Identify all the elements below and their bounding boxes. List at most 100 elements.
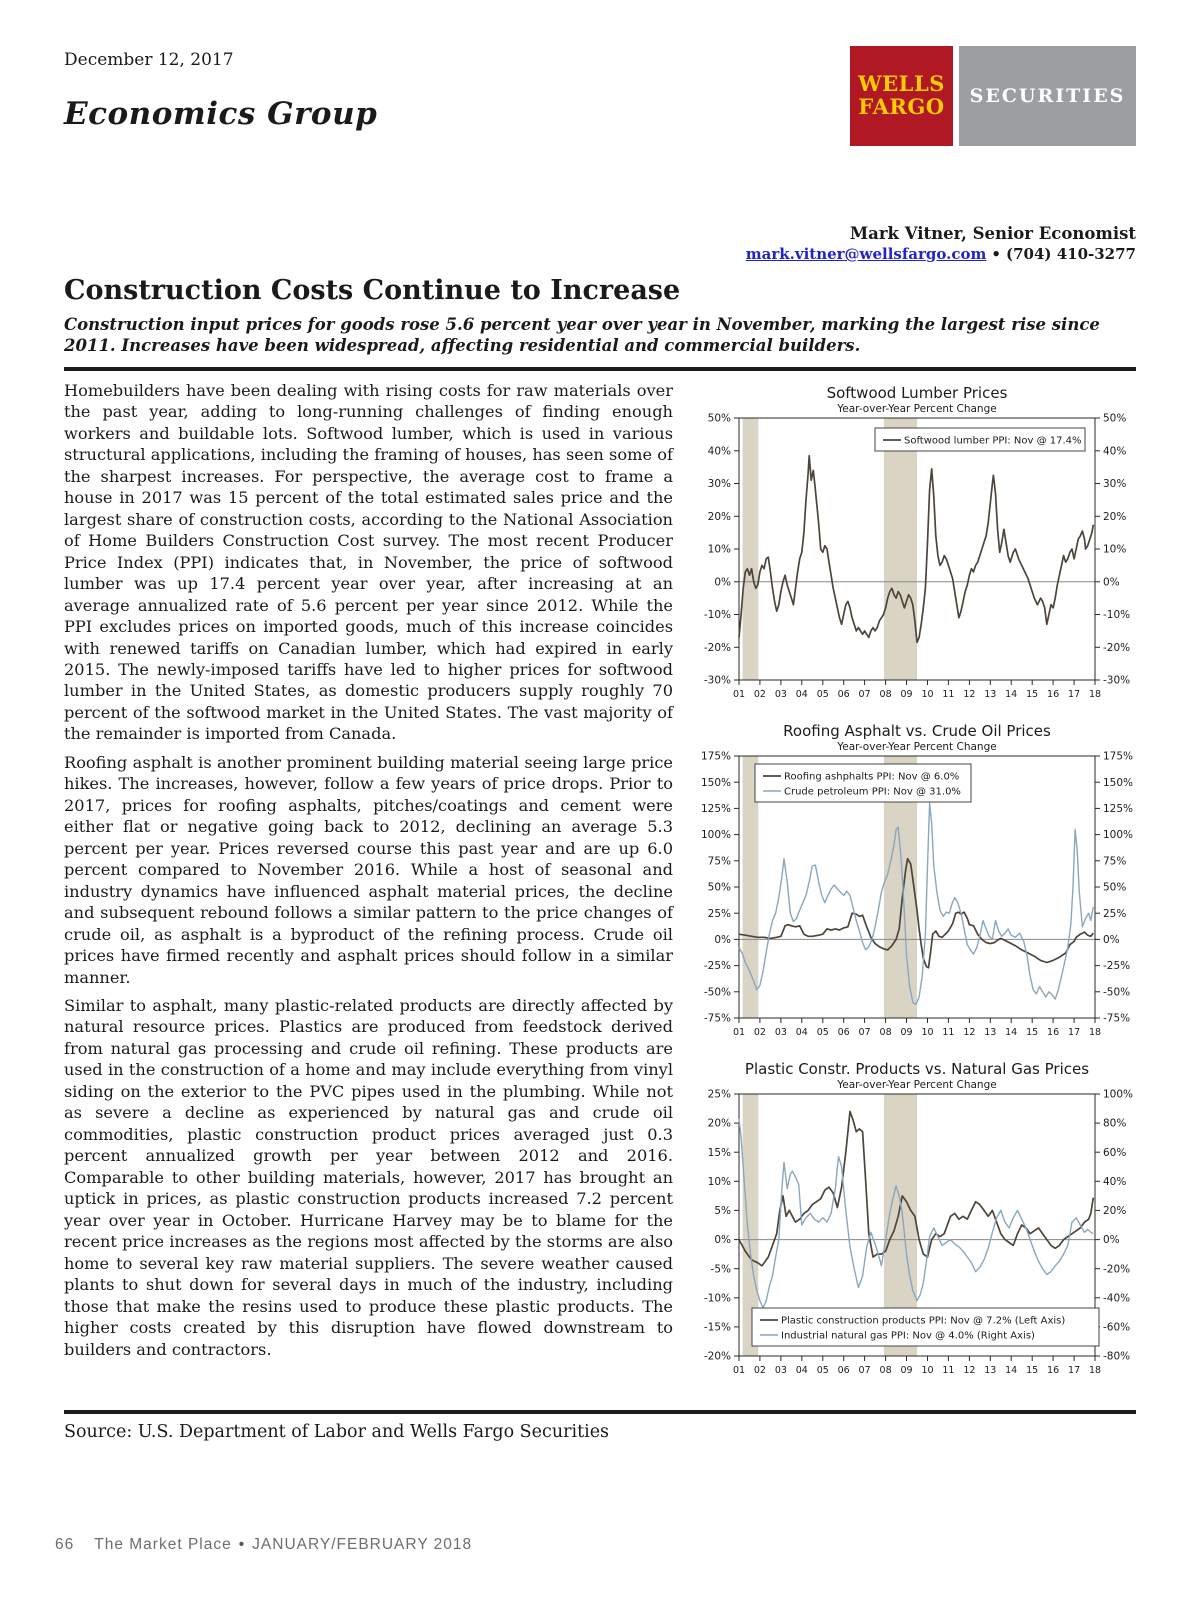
x-axis-label: 06 xyxy=(838,1365,850,1376)
x-axis-label: 09 xyxy=(900,1365,912,1376)
x-axis-label: 04 xyxy=(796,689,808,700)
header-left: December 12, 2017 Economics Group xyxy=(64,46,377,132)
left-axis-label: -30% xyxy=(704,674,731,686)
left-axis-label: 10% xyxy=(708,1176,731,1188)
x-axis-label: 13 xyxy=(984,689,996,700)
chart-title: Softwood Lumber Prices xyxy=(827,384,1008,402)
left-axis-label: 50% xyxy=(708,881,731,893)
right-axis-label: 40% xyxy=(1103,1176,1126,1188)
recession-band xyxy=(742,417,759,680)
x-axis-label: 09 xyxy=(900,689,912,700)
right-axis-label: 0% xyxy=(1103,576,1120,588)
x-axis-label: 17 xyxy=(1068,1365,1080,1376)
logo-wells-text: WELLS xyxy=(858,71,945,97)
plot-frame xyxy=(738,417,1096,681)
issue-label: JANUARY/FEBRUARY 2018 xyxy=(252,1536,473,1553)
left-axis-label: 0% xyxy=(714,1234,731,1246)
legend-label: Industrial natural gas PPI: Nov @ 4.0% (… xyxy=(781,1330,1035,1341)
x-axis-label: 14 xyxy=(1005,1365,1017,1376)
plot-frame xyxy=(738,1093,1096,1357)
right-axis-label: 20% xyxy=(1103,1205,1126,1217)
right-axis-label: -20% xyxy=(1103,1263,1130,1275)
left-axis-label: 15% xyxy=(708,1147,731,1159)
left-axis-label: 50% xyxy=(708,412,731,424)
roofing-asphalt-crude-oil-chart-svg: Roofing Asphalt vs. Crude Oil PricesYear… xyxy=(701,722,1133,1038)
page-number: 66 xyxy=(55,1536,75,1553)
paragraph-softwood-lumber: Homebuilders have been dealing with risi… xyxy=(64,380,673,744)
email-link[interactable]: mark.vitner@wellsfargo.com xyxy=(745,245,987,263)
right-axis-label: -25% xyxy=(1103,960,1130,972)
x-axis-label: 15 xyxy=(1026,1365,1038,1376)
x-axis-label: 03 xyxy=(775,1365,787,1376)
right-axis-label: 80% xyxy=(1103,1118,1126,1130)
x-axis-label: 12 xyxy=(963,689,975,700)
x-axis-label: 07 xyxy=(859,689,871,700)
x-axis-label: 11 xyxy=(942,689,954,700)
legend-label: Plastic construction products PPI: Nov @… xyxy=(781,1315,1065,1326)
chart-subtitle: Year-over-Year Percent Change xyxy=(836,741,996,753)
left-axis-label: -25% xyxy=(704,960,731,972)
x-axis-label: 05 xyxy=(817,1365,829,1376)
left-axis-label: 100% xyxy=(701,829,731,841)
charts-column: Softwood Lumber Prices Year-over-Year Per… xyxy=(689,380,1136,1398)
economist-name: Mark Vitner, Senior Economist xyxy=(849,224,1136,243)
logo-fargo-text: FARGO xyxy=(858,94,945,119)
left-axis-label: -20% xyxy=(704,1350,731,1362)
x-axis-label: 08 xyxy=(880,1365,892,1376)
left-axis-label: 40% xyxy=(708,445,731,457)
left-axis-label: 25% xyxy=(708,908,731,920)
economist-contact: mark.vitner@wellsfargo.com • (704) 410-327… xyxy=(64,245,1136,263)
article-text-column: Homebuilders have been dealing with risi… xyxy=(64,380,673,1398)
left-axis-label: 30% xyxy=(708,478,731,490)
recession-band xyxy=(742,1093,759,1356)
securities-logo-box: SECURITIES xyxy=(959,46,1136,146)
byline: Mark Vitner, Senior Economist mark.vitne… xyxy=(64,224,1136,263)
series-roofing-ashphalts-ppi xyxy=(738,857,1094,969)
x-axis-label: 11 xyxy=(942,1027,954,1038)
right-axis-label: -10% xyxy=(1103,609,1130,621)
x-axis-label: 14 xyxy=(1005,689,1017,700)
article-body: Homebuilders have been dealing with risi… xyxy=(64,380,1136,1398)
x-axis-label: 15 xyxy=(1026,689,1038,700)
left-axis-label: 0% xyxy=(714,934,731,946)
x-axis-label: 02 xyxy=(754,689,766,700)
chart-legend: Roofing ashphalts PPI: Nov @ 6.0% Crude p… xyxy=(754,763,972,803)
right-axis-label: 0% xyxy=(1103,934,1120,946)
softwood-lumber-chart: Softwood Lumber Prices Year-over-Year Per… xyxy=(689,384,1136,708)
plastic-products-natural-gas-chart: Plastic Constr. Products vs. Natural Gas… xyxy=(689,1060,1136,1384)
section-divider-bottom xyxy=(64,1409,1136,1414)
x-axis-label: 01 xyxy=(733,689,745,700)
right-axis-label: 100% xyxy=(1103,1088,1133,1100)
left-axis-label: -50% xyxy=(704,986,731,998)
wells-fargo-logo-box: WELLS FARGO xyxy=(850,46,953,146)
series-crude-petroleum-ppi xyxy=(738,802,1094,1005)
economics-group-title: Economics Group xyxy=(64,96,378,132)
x-axis-label: 10 xyxy=(921,1365,933,1376)
right-axis-label: 25% xyxy=(1103,908,1126,920)
x-axis-label: 08 xyxy=(880,1027,892,1038)
x-axis-label: 15 xyxy=(1026,1027,1038,1038)
right-axis-label: 150% xyxy=(1103,777,1133,789)
page-footer: 66 The Market Place • JANUARY/FEBRUARY 2018 xyxy=(55,1536,472,1554)
right-axis-label: 125% xyxy=(1103,803,1133,815)
right-axis-label: 75% xyxy=(1103,855,1126,867)
right-axis-label: -60% xyxy=(1103,1321,1130,1333)
right-axis-label: 100% xyxy=(1103,829,1133,841)
report-date: December 12, 2017 xyxy=(64,50,234,70)
article-subtitle: Construction input prices for goods rose… xyxy=(64,315,1100,356)
wells-fargo-securities-logo: WELLS FARGO SECURITIES xyxy=(850,46,1136,146)
right-axis-label: 60% xyxy=(1103,1147,1126,1159)
right-axis-label: 30% xyxy=(1103,478,1126,490)
x-axis-label: 16 xyxy=(1047,689,1059,700)
legend-label: Softwood lumber PPI: Nov @ 17.4% xyxy=(904,435,1082,446)
x-axis-label: 16 xyxy=(1047,1027,1059,1038)
plastic-products-natural-gas-chart-svg: Plastic Constr. Products vs. Natural Gas… xyxy=(704,1060,1133,1376)
x-axis-label: 04 xyxy=(796,1027,808,1038)
left-axis-label: 5% xyxy=(714,1205,731,1217)
x-axis-label: 14 xyxy=(1005,1027,1017,1038)
left-axis-label: 75% xyxy=(708,855,731,867)
x-axis-label: 12 xyxy=(963,1027,975,1038)
left-axis-label: -20% xyxy=(704,642,731,654)
right-axis-label: -40% xyxy=(1103,1292,1130,1304)
x-axis-label: 01 xyxy=(733,1365,745,1376)
